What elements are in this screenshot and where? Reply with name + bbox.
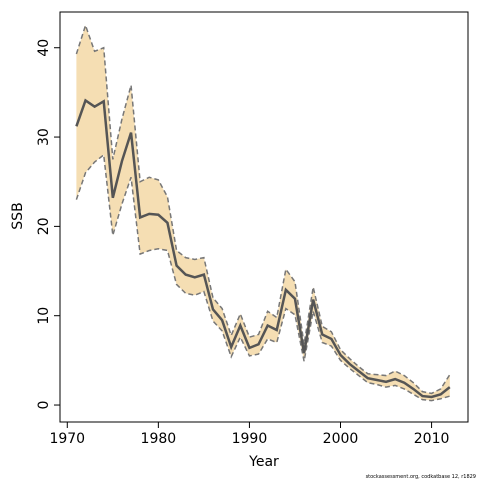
- footnote: stockassessment.org, codkatbase 12, r182…: [366, 474, 476, 480]
- y-tick-label: 0: [36, 401, 52, 410]
- y-tick-label: 40: [36, 39, 52, 57]
- upper-bound: [75, 23, 451, 395]
- ssb-line: [75, 98, 451, 399]
- y-tick-label: 20: [36, 217, 52, 235]
- x-tick-label: 1990: [232, 431, 268, 447]
- y-tick-label: 10: [36, 307, 52, 325]
- y-axis-label: SSB: [10, 202, 26, 229]
- x-tick-label: 1970: [49, 431, 85, 447]
- x-tick-label: 1980: [141, 431, 177, 447]
- lower-bound: [75, 153, 450, 402]
- x-tick-label: 2010: [414, 431, 450, 447]
- confidence-band: [76, 25, 450, 401]
- y-tick-label: 30: [36, 128, 52, 146]
- plot-frame: [59, 11, 469, 423]
- x-tick-label: 2000: [323, 431, 359, 447]
- x-axis-label: Year: [248, 454, 279, 470]
